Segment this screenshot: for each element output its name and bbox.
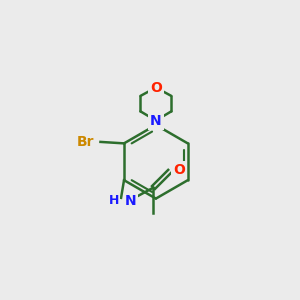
Text: Br: Br xyxy=(77,135,94,149)
Text: N: N xyxy=(125,194,136,208)
Text: H: H xyxy=(109,194,120,207)
Text: N: N xyxy=(150,114,162,128)
Text: O: O xyxy=(150,80,162,94)
Text: O: O xyxy=(173,163,185,177)
